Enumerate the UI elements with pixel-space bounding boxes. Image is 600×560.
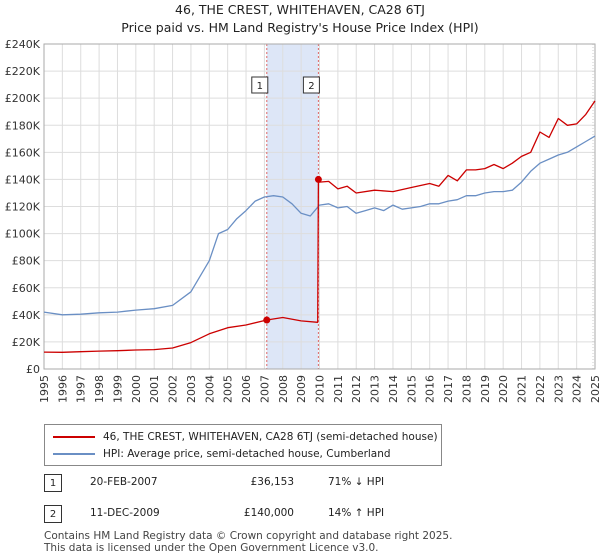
transaction-price: £140,000 (243, 507, 294, 519)
x-tick-label: 2006 (240, 375, 253, 403)
x-tick-label: 2001 (148, 375, 161, 403)
x-tick-label: 2010 (314, 375, 327, 403)
y-tick-label: £20K (12, 336, 41, 349)
legend-swatch-hpi (53, 453, 95, 455)
x-tick-label: 1996 (56, 375, 69, 403)
event-marker-label: 2 (308, 81, 314, 92)
x-tick-label: 2000 (130, 375, 143, 403)
event-marker-box (302, 76, 320, 94)
transaction-price: £36,153 (250, 476, 294, 488)
y-tick-label: £200K (5, 92, 41, 105)
x-tick-label: 2012 (350, 375, 363, 403)
event-marker-label: 1 (257, 81, 263, 92)
property-price-line (43, 100, 596, 353)
legend-label-hpi: HPI: Average price, semi-detached house,… (103, 448, 391, 460)
y-tick-label: £60K (12, 282, 41, 295)
y-tick-label: £40K (12, 309, 41, 322)
plot-frame (43, 43, 596, 370)
y-tick-label: £220K (5, 65, 41, 78)
x-tick-label: 2011 (332, 375, 345, 403)
y-tick-label: £100K (5, 228, 41, 241)
x-tick-label: 2003 (185, 375, 198, 403)
x-tick-label: 2015 (405, 375, 418, 403)
transaction-marker: 1 (44, 474, 62, 492)
x-tick-label: 2004 (203, 375, 216, 403)
legend: 46, THE CREST, WHITEHAVEN, CA28 6TJ (sem… (44, 424, 442, 466)
y-tick-label: £0 (26, 363, 40, 376)
transaction-row: 1 20-FEB-2007 £36,153 71% ↓ HPI (44, 474, 564, 494)
footer-copyright: Contains HM Land Registry data © Crown c… (44, 530, 453, 542)
legend-swatch-property (53, 436, 95, 438)
y-tick-label: £80K (12, 255, 41, 268)
x-tick-label: 1995 (38, 375, 51, 403)
transaction-date: 11-DEC-2009 (90, 507, 160, 519)
y-tick-label: £160K (5, 146, 41, 159)
x-tick-label: 2024 (571, 375, 584, 403)
transaction-hpi: 14% ↑ HPI (328, 507, 385, 519)
x-tick-label: 2002 (167, 375, 180, 403)
y-tick-label: £140K (5, 173, 41, 186)
x-tick-label: 1999 (111, 375, 124, 403)
x-tick-label: 2008 (277, 375, 290, 403)
x-tick-label: 2020 (497, 375, 510, 403)
x-tick-label: 2014 (387, 375, 400, 403)
y-tick-label: £180K (5, 119, 41, 132)
legend-item-property: 46, THE CREST, WHITEHAVEN, CA28 6TJ (sem… (53, 429, 438, 445)
transaction-hpi: 71% ↓ HPI (328, 476, 385, 488)
y-tick-label: £240K (5, 38, 41, 51)
x-tick-label: 2017 (442, 375, 455, 403)
x-tick-label: 2022 (534, 375, 547, 403)
x-tick-label: 2007 (258, 375, 271, 403)
transaction-marker: 2 (44, 505, 62, 523)
x-tick-label: 2005 (222, 375, 235, 403)
sale-point (263, 316, 271, 324)
x-tick-label: 2018 (460, 375, 473, 403)
hpi-line (43, 135, 596, 316)
y-tick-label: £120K (5, 201, 41, 214)
x-tick-label: 2025 (589, 375, 600, 403)
chart-title: 46, THE CREST, WHITEHAVEN, CA28 6TJ (175, 2, 425, 17)
sale-point (314, 175, 322, 183)
x-tick-label: 2016 (424, 375, 437, 403)
event-marker-box (251, 76, 269, 94)
x-tick-label: 1997 (75, 375, 88, 403)
legend-item-hpi: HPI: Average price, semi-detached house,… (53, 446, 391, 462)
x-tick-label: 2023 (552, 375, 565, 403)
transaction-date: 20-FEB-2007 (90, 476, 158, 488)
transaction-row: 2 11-DEC-2009 £140,000 14% ↑ HPI (44, 505, 564, 525)
x-tick-label: 2009 (295, 375, 308, 403)
price-chart: £0 £20K £40K £60K £80K £100K £120K £140K £160K £1… (5, 38, 600, 403)
x-tick-label: 2021 (516, 375, 529, 403)
x-tick-label: 1998 (93, 375, 106, 403)
legend-label-property: 46, THE CREST, WHITEHAVEN, CA28 6TJ (sem… (103, 431, 438, 443)
chart-subtitle: Price paid vs. HM Land Registry's House … (121, 20, 479, 35)
footer-licence: This data is licensed under the Open Gov… (44, 542, 379, 554)
x-tick-label: 2013 (369, 375, 382, 403)
x-tick-label: 2019 (479, 375, 492, 403)
